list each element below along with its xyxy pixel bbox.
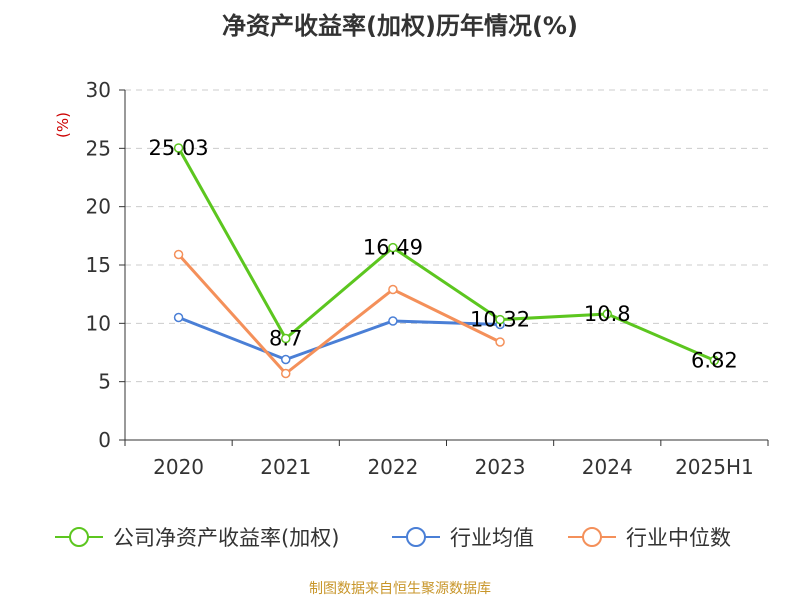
x-tick-label: 2021 — [260, 455, 311, 479]
legend-swatch-marker-company — [69, 527, 89, 547]
y-tick-label: 0 — [98, 428, 111, 452]
y-tick-label: 30 — [86, 78, 111, 102]
y-tick-label: 15 — [86, 253, 111, 277]
data-point-company — [602, 309, 612, 319]
legend-swatch-marker-median — [582, 527, 602, 547]
series-line-median — [177, 253, 501, 375]
data-label-company: 25.03 — [149, 136, 209, 160]
data-source-note: 制图数据来自恒生聚源数据库 — [309, 581, 491, 597]
data-point-company — [388, 242, 398, 253]
x-tick-label: 2022 — [367, 455, 418, 479]
legend-label-median: 行业中位数 — [626, 526, 731, 550]
data-point-avg — [173, 312, 184, 323]
y-axis-unit-label: (%) — [54, 112, 72, 138]
x-tick-label: 2024 — [582, 455, 633, 479]
data-point-avg — [388, 316, 398, 326]
legend-label-avg: 行业均值 — [450, 526, 534, 550]
data-label-company: 8.7 — [269, 327, 302, 351]
legend-swatch-marker-avg — [406, 527, 426, 547]
data-point-company — [709, 355, 720, 366]
data-point-median — [388, 284, 398, 295]
legend-label-company: 公司净资产收益率(加权) — [113, 526, 339, 550]
y-tick-label: 20 — [86, 195, 111, 219]
data-point-avg — [281, 354, 291, 365]
y-tick-label: 25 — [86, 136, 111, 160]
series-line-company — [177, 147, 716, 362]
x-tick-label: 2023 — [475, 455, 526, 479]
series-line-avg — [178, 316, 501, 361]
data-point-company — [281, 333, 291, 344]
data-point-median — [495, 337, 505, 347]
y-tick-label: 10 — [86, 311, 111, 335]
y-tick-label: 5 — [98, 370, 111, 394]
data-point-company — [495, 314, 505, 325]
x-tick-label: 2025H1 — [675, 455, 754, 479]
chart-title: 净资产收益率(加权)历年情况(%) — [222, 12, 578, 40]
data-point-company — [173, 143, 184, 153]
data-point-median — [281, 368, 291, 379]
data-label-company: 6.82 — [691, 348, 738, 372]
x-tick-label: 2020 — [153, 455, 204, 479]
data-point-median — [173, 249, 184, 260]
data-label-company: 16.49 — [363, 236, 423, 260]
data-label-company: 10.8 — [584, 302, 631, 326]
data-label-company: 10.32 — [470, 308, 530, 332]
